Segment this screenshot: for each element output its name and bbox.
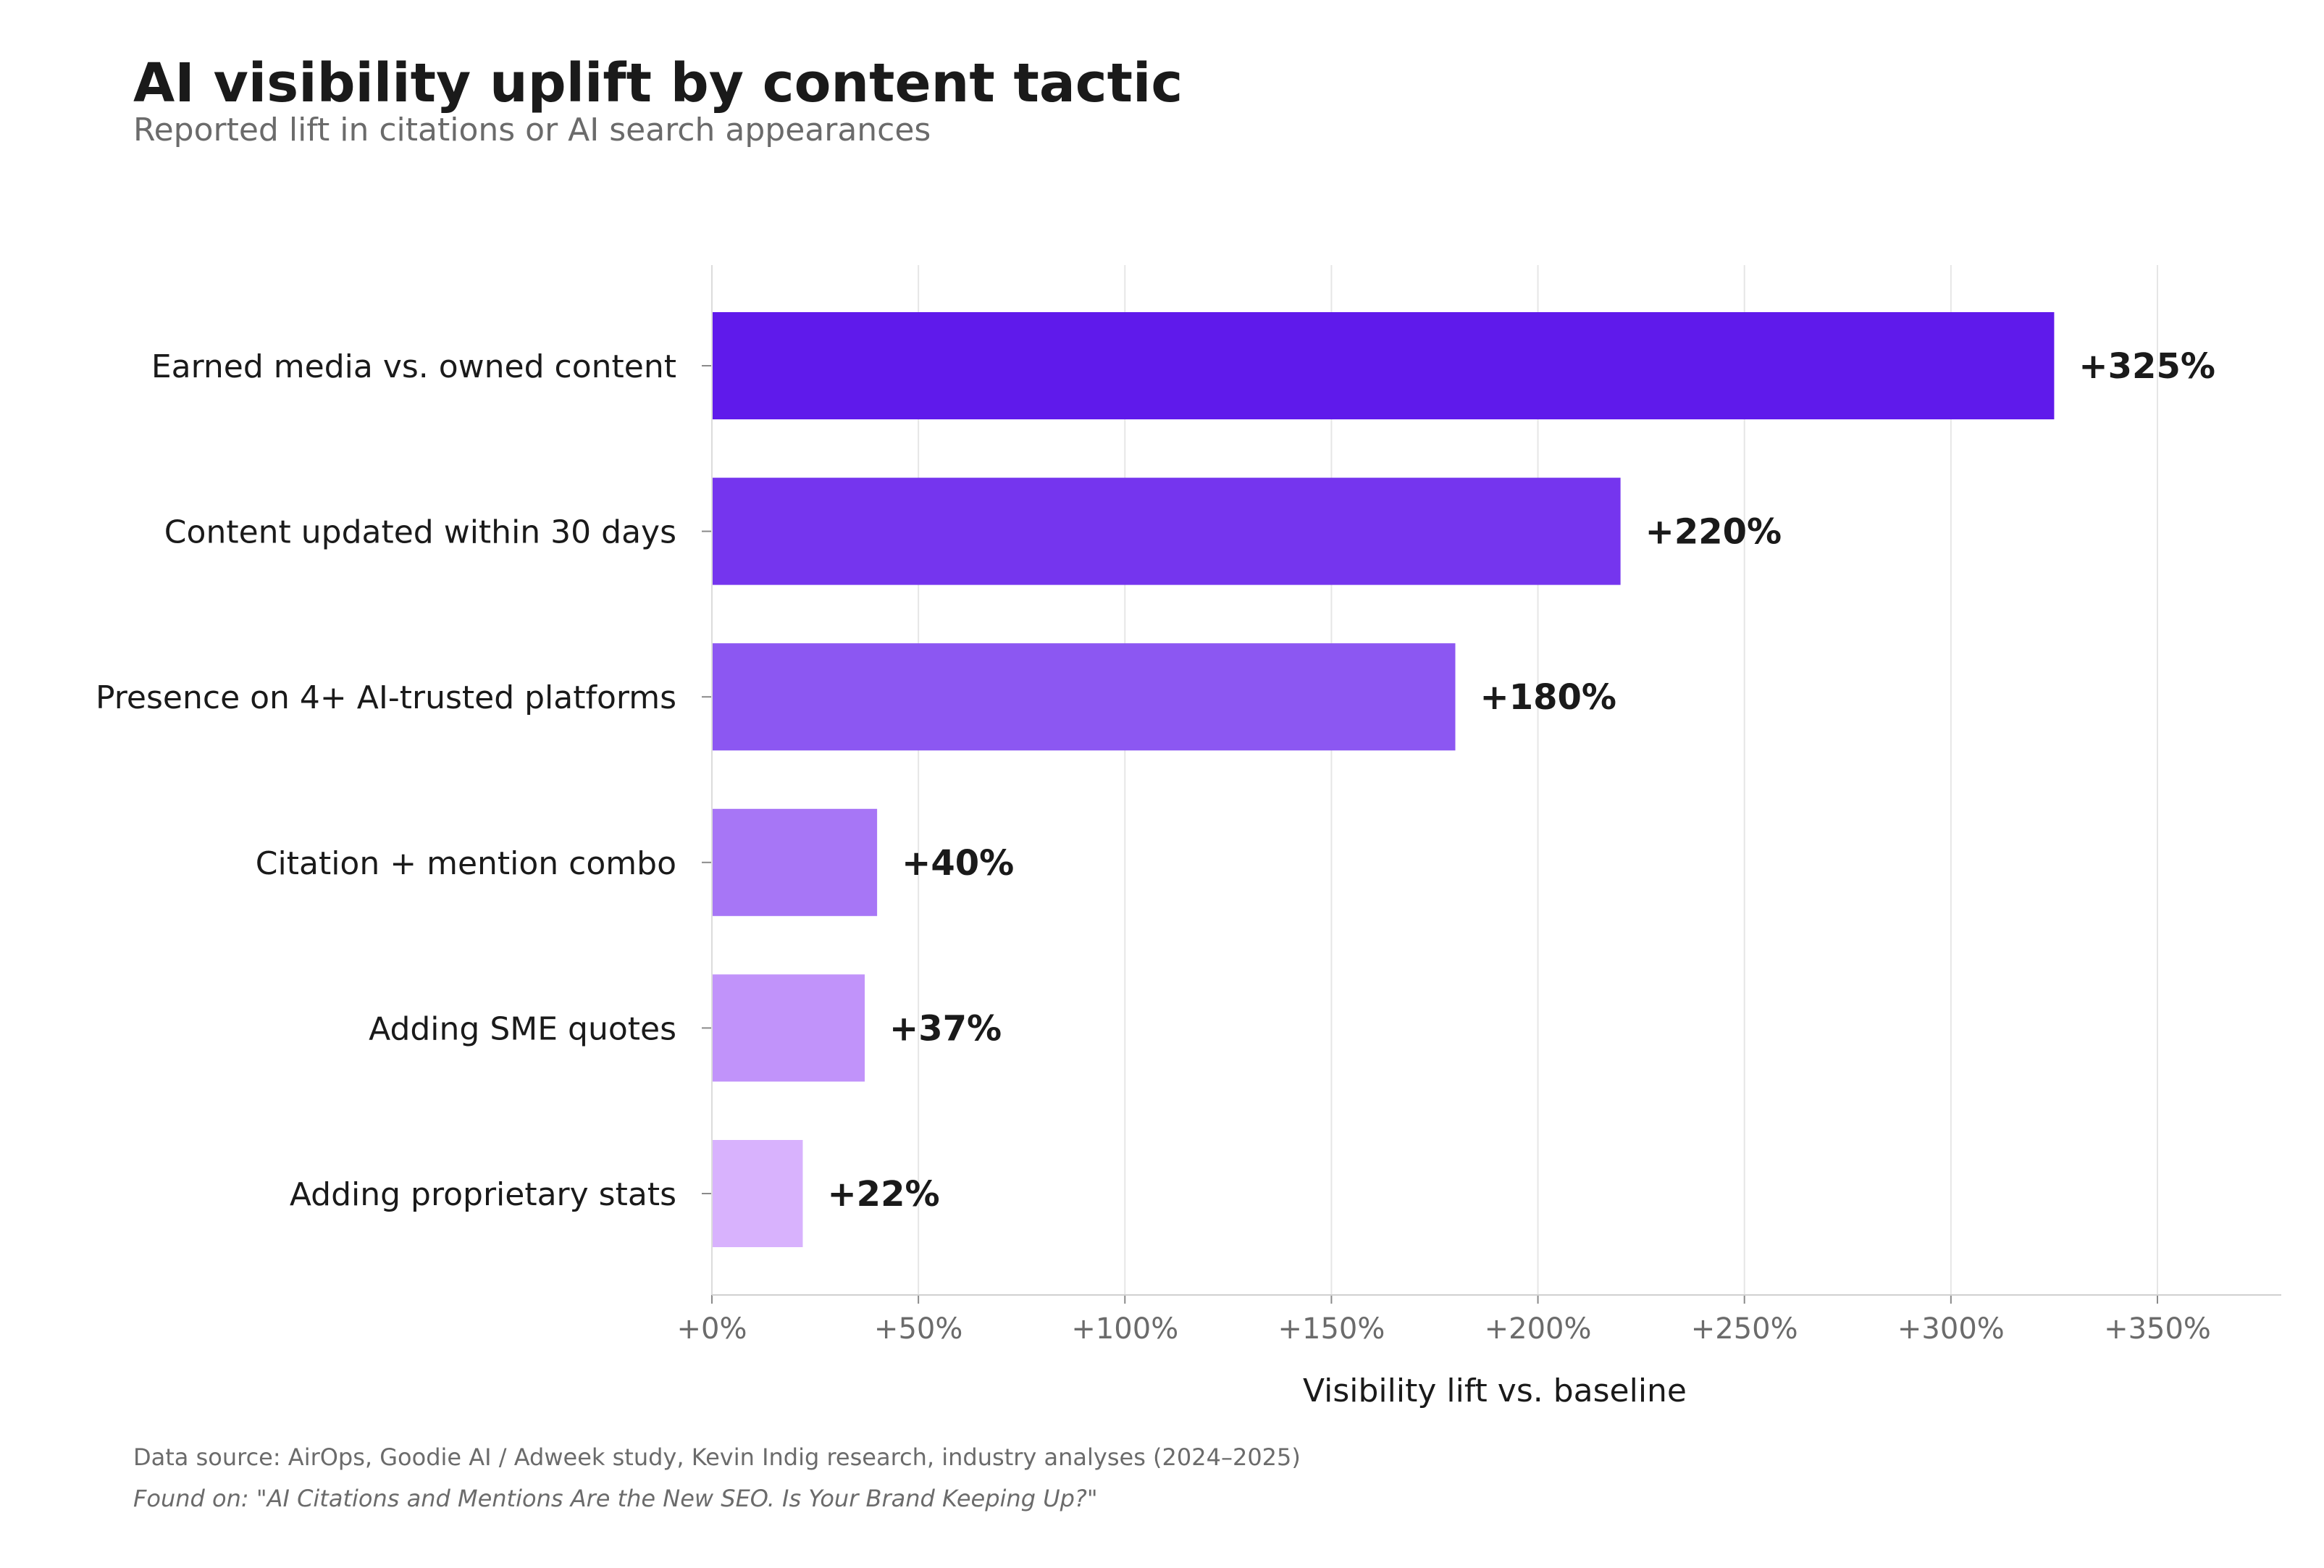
bar bbox=[712, 808, 878, 916]
x-tick-label: +0% bbox=[677, 1312, 747, 1346]
bar-value-label: +37% bbox=[889, 1008, 1002, 1049]
x-tick-label: +350% bbox=[2104, 1312, 2211, 1346]
x-axis-title: Visibility lift vs. baseline bbox=[1303, 1372, 1687, 1409]
bar-value-label: +180% bbox=[1480, 677, 1617, 718]
axes: +0% +50% +100% +150% +200% +250% +300% +350% Ear… bbox=[96, 265, 2281, 1346]
x-tick-label: +100% bbox=[1071, 1312, 1178, 1346]
chart-subtitle: Reported lift in citations or AI search … bbox=[133, 112, 931, 148]
bar-value-label: +22% bbox=[827, 1174, 939, 1215]
bar-value-label: +40% bbox=[902, 843, 1014, 884]
category-label: Content updated within 30 days bbox=[164, 514, 676, 551]
data-source-note: Data source: AirOps, Goodie AI / Adweek … bbox=[133, 1443, 1301, 1471]
x-tick-label: +300% bbox=[1897, 1312, 2005, 1346]
x-tick-label: +150% bbox=[1278, 1312, 1385, 1346]
chart-title: AI visibility uplift by content tactic bbox=[133, 52, 1183, 114]
bar bbox=[712, 477, 1621, 585]
category-label: Citation + mention combo bbox=[256, 845, 676, 882]
x-tick-label: +200% bbox=[1485, 1312, 1592, 1346]
bar bbox=[712, 643, 1456, 751]
bar-value-label: +325% bbox=[2078, 346, 2215, 387]
gridlines bbox=[918, 265, 2158, 1295]
category-label: Adding proprietary stats bbox=[290, 1176, 676, 1213]
bar-value-label: +220% bbox=[1645, 512, 1782, 553]
bar bbox=[712, 974, 865, 1082]
x-tick-label: +250% bbox=[1691, 1312, 1798, 1346]
x-tick-label: +50% bbox=[874, 1312, 962, 1346]
bar bbox=[712, 1140, 803, 1247]
bar bbox=[712, 312, 2055, 419]
category-label: Presence on 4+ AI-trusted platforms bbox=[96, 679, 676, 716]
category-label: Adding SME quotes bbox=[369, 1010, 676, 1047]
found-on-note: Found on: "AI Citations and Mentions Are… bbox=[133, 1485, 1098, 1512]
bars: +325% +220% +180% +40% +37% +22% bbox=[712, 312, 2215, 1247]
category-label: Earned media vs. owned content bbox=[151, 348, 676, 385]
